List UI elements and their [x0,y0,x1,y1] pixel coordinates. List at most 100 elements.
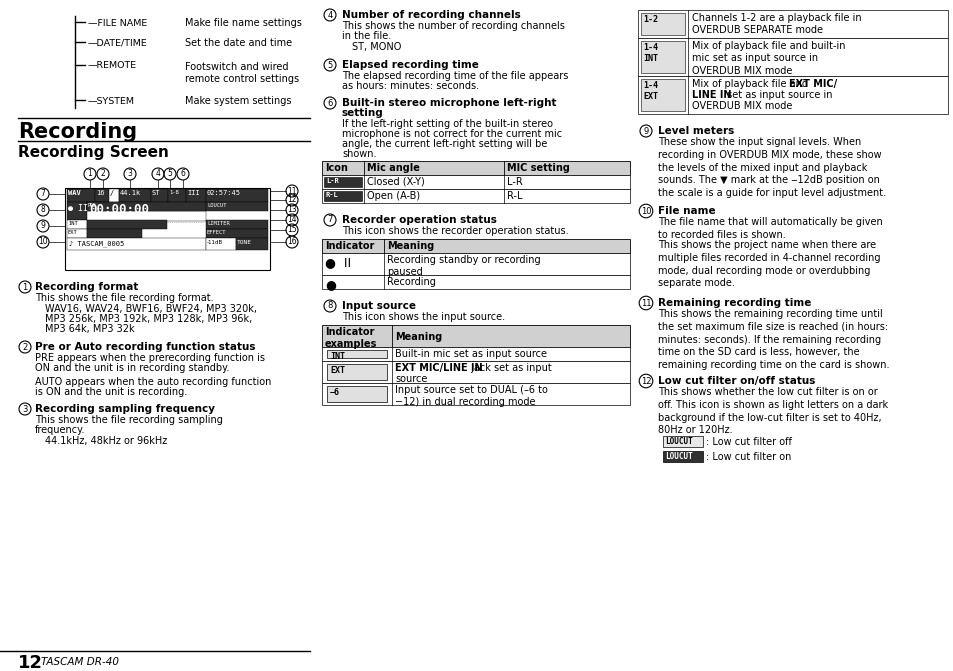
Text: These show the input signal levels. When
recording in OVERDUB MIX mode, these sh: These show the input signal levels. When… [658,137,885,198]
Bar [151,189,168,202]
Text: 2: 2 [100,170,105,178]
Bar [322,347,629,361]
Text: WAV16, WAV24, BWF16, BWF24, MP3 320k,: WAV16, WAV24, BWF16, BWF24, MP3 320k, [45,304,256,314]
Text: set as input source in: set as input source in [723,90,832,100]
Bar [638,10,947,38]
Text: —REMOTE: —REMOTE [88,62,137,70]
Text: LIMITER: LIMITER [207,221,230,226]
Text: Low cut filter on/off status: Low cut filter on/off status [658,376,815,386]
Bar [322,175,629,189]
Bar [638,38,947,76]
Text: 3: 3 [128,170,132,178]
Text: shown.: shown. [341,149,376,159]
Text: WAV: WAV [68,190,81,196]
Bar [87,202,206,211]
Text: MP3 256k, MP3 192k, MP3 128k, MP3 96k,: MP3 256k, MP3 192k, MP3 128k, MP3 96k, [45,314,252,324]
Bar [109,189,119,202]
Bar [65,188,270,270]
Text: -11dB: -11dB [207,240,223,245]
Text: ●: ● [325,278,335,291]
Text: 11: 11 [640,299,651,307]
Bar [95,189,109,202]
Bar [324,177,361,187]
Text: microphone is not correct for the current mic: microphone is not correct for the curren… [341,129,561,139]
Text: Built-in stereo microphone left-right: Built-in stereo microphone left-right [341,98,556,108]
Text: 7: 7 [327,215,333,225]
Bar [322,383,629,405]
Bar [324,191,361,201]
Bar [206,189,268,202]
Text: 44.1k: 44.1k [120,190,141,196]
Bar [640,41,684,73]
Text: Footswitch and wired
remote control settings: Footswitch and wired remote control sett… [185,62,299,84]
Text: MP3 64k, MP3 32k: MP3 64k, MP3 32k [45,324,134,334]
Text: Recording standby or recording
paused: Recording standby or recording paused [387,255,540,277]
Text: This shows the remaining recording time until
the set maximum file size is reach: This shows the remaining recording time … [658,309,888,370]
Text: 5: 5 [327,60,333,70]
Text: Elapsed recording time: Elapsed recording time [341,60,478,70]
Text: in the file.: in the file. [341,31,391,41]
Bar [67,229,87,238]
Bar [662,451,702,462]
Bar [322,275,629,289]
Text: frequency.: frequency. [35,425,86,435]
Text: 11: 11 [287,187,296,195]
Text: 1: 1 [22,282,28,291]
Text: Recording format: Recording format [35,282,138,292]
Text: 4: 4 [327,11,333,19]
Text: This shows the project name when there are
multiple files recorded in 4-channel : This shows the project name when there a… [658,240,880,289]
Text: AUTO appears when the auto recording function: AUTO appears when the auto recording fun… [35,377,271,387]
Text: —SYSTEM: —SYSTEM [88,97,135,105]
Text: 10: 10 [38,238,48,246]
Text: jack set as input: jack set as input [468,363,551,373]
Text: setting: setting [341,108,383,118]
Text: Closed (X-Y): Closed (X-Y) [367,177,424,187]
Text: Built-in mic set as input source: Built-in mic set as input source [395,349,546,359]
Text: 3: 3 [22,405,28,413]
Text: Pre or Auto recording function status: Pre or Auto recording function status [35,342,255,352]
Bar [327,364,387,380]
Text: TONE: TONE [236,240,252,245]
Text: OVERDUB MIX mode: OVERDUB MIX mode [691,101,792,111]
Text: 16: 16 [287,238,296,246]
Text: 15: 15 [287,225,296,234]
Text: EXT MIC/: EXT MIC/ [788,79,836,89]
Text: 1: 1 [88,170,92,178]
Text: Recording: Recording [387,277,436,287]
Text: ♪ TASCAM_0005: ♪ TASCAM_0005 [69,240,124,247]
Text: INT: INT [330,352,345,361]
Text: as hours: minutes: seconds.: as hours: minutes: seconds. [341,81,478,91]
Text: 12: 12 [640,376,651,386]
Text: is ON and the unit is recording.: is ON and the unit is recording. [35,387,187,397]
Text: 10: 10 [640,207,651,215]
Bar [168,189,186,202]
Text: angle, the current left-right setting will be: angle, the current left-right setting wi… [341,139,547,149]
Bar [67,220,87,229]
Text: 9: 9 [642,127,648,136]
Bar [640,13,684,35]
Text: Indicator: Indicator [325,241,374,251]
Text: EFFECT: EFFECT [207,230,226,235]
Text: R-L: R-L [326,192,338,198]
Bar [186,189,206,202]
Bar [322,189,629,203]
Text: Meaning: Meaning [387,241,434,251]
Bar [206,229,268,238]
Text: 13: 13 [287,205,296,215]
Text: 1-2: 1-2 [642,15,658,24]
Text: Input source set to DUAL (–6 to
−12) in dual recording mode: Input source set to DUAL (–6 to −12) in … [395,385,547,407]
Text: Recorder operation status: Recorder operation status [341,215,497,225]
Bar [119,189,151,202]
Bar [322,361,629,383]
Bar [327,386,387,402]
Text: ●  II: ● II [325,256,351,269]
Text: Remaining recording time: Remaining recording time [658,298,810,308]
Text: Input source: Input source [341,301,416,311]
Bar [327,350,387,358]
Text: TASCAM DR-40: TASCAM DR-40 [41,657,119,667]
Bar [206,220,268,229]
Text: 1-8: 1-8 [169,190,178,195]
Bar [322,253,629,275]
Bar [67,238,206,250]
Text: /: / [110,190,114,196]
